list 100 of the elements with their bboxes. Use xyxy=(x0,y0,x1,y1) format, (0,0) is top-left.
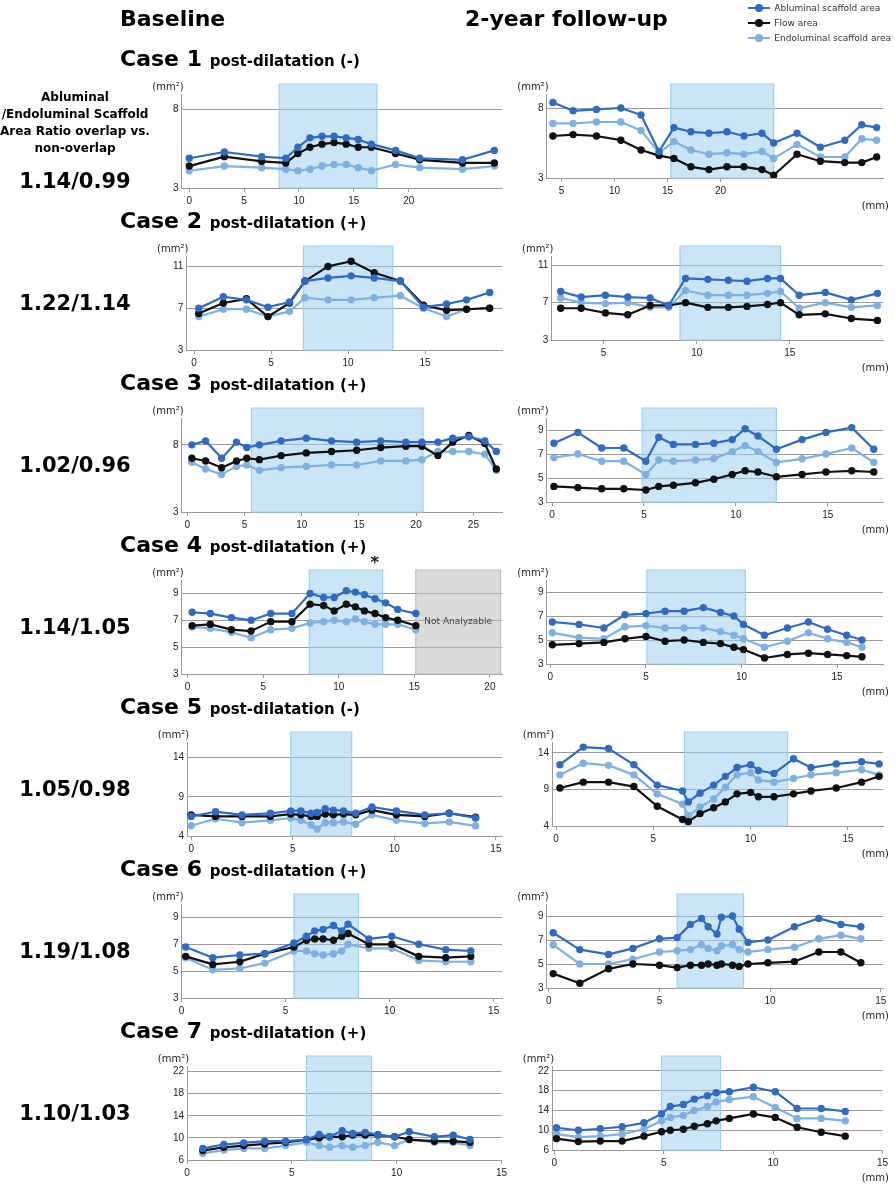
x-tick-label: 10 xyxy=(384,1004,396,1016)
x-tick-label: 5 xyxy=(241,518,248,530)
x-tick-label: 0 xyxy=(184,1166,191,1178)
chart-subtitle: Case 2 post-dilatation (+) xyxy=(120,208,367,233)
x-tick-label: 0 xyxy=(547,670,554,682)
x-tick-label: 5 xyxy=(641,508,648,520)
y-tick-label: 7 xyxy=(173,614,179,626)
y-tick-label: 10 xyxy=(538,1123,550,1135)
x-tick-label: 15 xyxy=(842,832,854,844)
text: 1.10/1.03 xyxy=(19,1101,131,1125)
x-tick-label: 0 xyxy=(191,356,198,368)
y-tick-label: 3 xyxy=(538,171,544,183)
y-tick-label: 9 xyxy=(538,423,544,435)
x-tick-label: 0 xyxy=(553,832,560,844)
y-tick-label: 11 xyxy=(172,260,184,272)
y-axis-title: (mm²) xyxy=(157,242,189,254)
x-tick-label: 10 xyxy=(764,994,777,1006)
x-tick-label: 15 xyxy=(353,518,365,530)
x-tick-label: 5 xyxy=(289,1166,296,1178)
x-tick-label: 10 xyxy=(608,184,621,196)
y-tick-label: 14 xyxy=(538,746,550,758)
chart-subtitle: Case 3 post-dilatation (+) xyxy=(120,370,367,395)
chart-title: 2-year follow-up xyxy=(465,6,668,31)
chart-subtitle: Case 6 post-dilatation (+) xyxy=(120,856,367,881)
x-tick-label: 0 xyxy=(184,518,191,530)
x-axis-title: (mm) xyxy=(861,1009,890,1021)
y-tick-label: 14 xyxy=(173,1109,185,1121)
x-tick-label: 5 xyxy=(282,1004,289,1016)
x-tick-label: 15 xyxy=(661,184,674,196)
y-tick-label: 3 xyxy=(177,343,184,355)
text: 1.14/0.99 xyxy=(19,169,131,193)
y-tick-label: 3 xyxy=(173,667,179,679)
y-tick-label: 9 xyxy=(173,587,179,599)
x-tick-label: 10 xyxy=(730,508,742,520)
x-tick-label: 5 xyxy=(660,1156,667,1168)
x-tick-label: 5 xyxy=(260,680,267,692)
y-tick-label: 3 xyxy=(173,505,179,517)
chart-subtitle: Case 5 post-dilatation (-) xyxy=(120,694,360,719)
y-tick-label: 9 xyxy=(538,909,544,921)
y-tick-label: 7 xyxy=(538,933,544,945)
y-axis-title: (mm²) xyxy=(517,404,549,416)
y-tick-label: 7 xyxy=(538,447,544,459)
text: 1.02/0.96 xyxy=(19,453,131,477)
x-tick-label: 5 xyxy=(558,184,565,196)
y-tick-label: 7 xyxy=(173,938,179,950)
x-tick-label: 5 xyxy=(650,832,657,844)
y-tick-label: 11 xyxy=(537,259,549,271)
x-tick-label: 0 xyxy=(184,680,191,692)
x-tick-label: 20 xyxy=(410,518,423,530)
x-tick-label: 15 xyxy=(419,356,432,368)
x-tick-label: 15 xyxy=(831,670,844,682)
y-axis-title: (mm²) xyxy=(157,1052,190,1064)
text: Abluminal /Endoluminal Scaffold Area Ratio overlap vs. non-overlap xyxy=(0,89,150,157)
y-tick-label: 4 xyxy=(178,829,185,841)
chart-subtitle: Case 1 post-dilatation (-) xyxy=(120,46,360,71)
x-tick-label: 10 xyxy=(745,832,757,844)
y-tick-label: 9 xyxy=(178,790,185,802)
x-axis-title: (mm) xyxy=(861,847,890,859)
y-tick-label: 9 xyxy=(173,911,179,923)
x-tick-label: 20 xyxy=(715,184,727,196)
legend-label: Abluminal scaffold area xyxy=(774,2,881,13)
y-tick-label: 8 xyxy=(538,101,544,113)
y-tick-label: 5 xyxy=(538,633,544,645)
x-tick-label: 10 xyxy=(296,518,308,530)
y-axis-title: (mm²) xyxy=(522,242,554,254)
x-tick-label: 10 xyxy=(767,1156,780,1168)
y-tick-label: 5 xyxy=(173,964,179,976)
y-axis-title: (mm²) xyxy=(522,728,555,740)
legend-label: Flow area xyxy=(774,17,818,28)
y-tick-label: 22 xyxy=(173,1065,185,1077)
x-tick-label: 10 xyxy=(388,842,401,854)
y-tick-label: 10 xyxy=(173,1131,185,1143)
y-tick-label: 22 xyxy=(538,1064,550,1076)
y-axis-title: (mm²) xyxy=(517,80,549,92)
x-tick-label: 0 xyxy=(186,194,193,206)
y-tick-label: 8 xyxy=(173,438,179,450)
x-tick-label: 5 xyxy=(600,346,607,358)
x-tick-label: 15 xyxy=(408,680,421,692)
y-tick-label: 3 xyxy=(173,181,179,193)
y-tick-label: 3 xyxy=(538,981,544,993)
x-tick-label: 15 xyxy=(876,1156,889,1168)
y-tick-label: 5 xyxy=(538,471,544,483)
x-axis-title: (mm) xyxy=(861,1171,890,1183)
text: 1.22/1.14 xyxy=(19,291,131,315)
x-axis-title: (mm) xyxy=(861,685,890,697)
x-tick-label: 5 xyxy=(643,670,650,682)
legend-label: Endoluminal scaffold area xyxy=(774,32,891,43)
x-axis-title: (mm) xyxy=(861,199,890,211)
y-tick-label: 3 xyxy=(538,657,544,669)
y-tick-label: 6 xyxy=(543,1143,550,1155)
x-tick-label: 5 xyxy=(268,356,275,368)
x-tick-label: 10 xyxy=(342,356,355,368)
y-axis-title: (mm²) xyxy=(517,890,549,902)
x-tick-label: 10 xyxy=(391,1166,403,1178)
y-axis-title: (mm²) xyxy=(517,566,549,578)
x-tick-label: 15 xyxy=(490,842,502,854)
y-tick-label: 3 xyxy=(173,991,179,1003)
x-tick-label: 0 xyxy=(188,842,195,854)
x-axis-title: (mm) xyxy=(861,523,890,535)
y-tick-label: 7 xyxy=(538,609,544,621)
